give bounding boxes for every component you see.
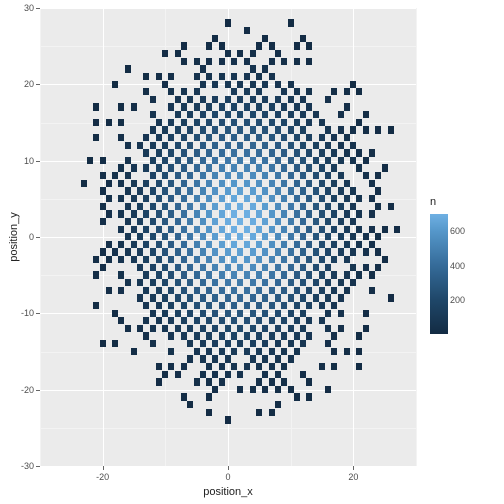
y-tick-label: 30 <box>16 3 34 13</box>
y-tick-label: -10 <box>16 308 34 318</box>
y-tick-label: 20 <box>16 79 34 89</box>
colorbar-tick-label: 400 <box>450 261 465 271</box>
colorbar: 200400600 <box>430 214 448 334</box>
chart-container: -20020-30-20-100102030 position_x positi… <box>0 0 504 504</box>
color-legend: n 200400600 <box>430 196 448 334</box>
y-axis-title: position_y <box>8 212 20 262</box>
legend-title: n <box>430 196 448 208</box>
y-tick-label: -20 <box>16 385 34 395</box>
axis-ticks: -20020-30-20-100102030 <box>0 0 504 504</box>
colorbar-tick-label: 200 <box>450 295 465 305</box>
x-tick-label: -20 <box>96 472 109 482</box>
x-tick-label: 20 <box>348 472 358 482</box>
x-tick-label: 0 <box>225 472 230 482</box>
x-axis-title: position_x <box>203 486 253 498</box>
y-tick-label: -30 <box>16 461 34 471</box>
colorbar-tick-label: 600 <box>450 226 465 236</box>
y-tick-label: 10 <box>16 156 34 166</box>
